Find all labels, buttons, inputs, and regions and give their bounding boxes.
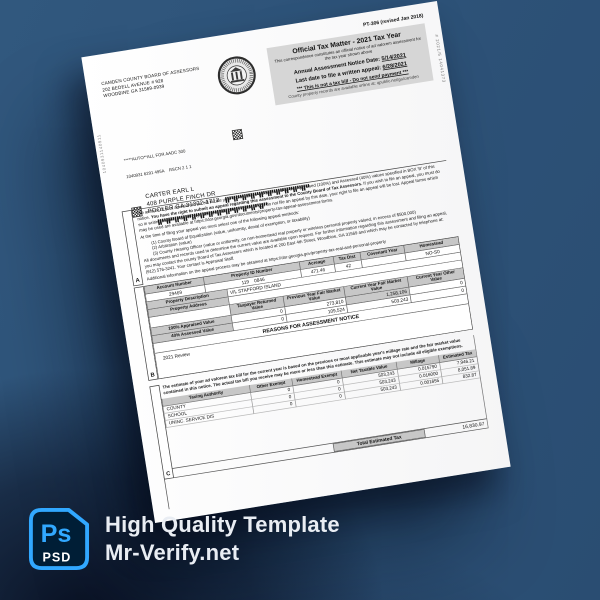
county-seal-icon	[217, 56, 256, 95]
watermark-line2: Mr-Verify.net	[105, 540, 240, 565]
right-edge-print-code: # 2021/5 14041373	[433, 34, 446, 84]
data-matrix-barcode	[232, 128, 244, 141]
watermark-line1: High Quality Template	[105, 511, 340, 537]
watermark-text: High Quality Template Mr-Verify.net	[105, 511, 340, 567]
tax-notice-document: 1040931140911 # 2021/5 14041373 PT-306 (…	[81, 1, 511, 523]
photoshop-psd-badge-icon: Ps PSD	[28, 508, 90, 570]
ps-label: Ps	[41, 520, 72, 548]
template-watermark: Ps PSD High Quality Template Mr-Verify.n…	[28, 506, 340, 572]
mail-sort-lines: *****AUTO**ALL FOR AADC 300 1040931 6291…	[123, 149, 192, 180]
document-header: CAMDEN COUNTY BOARD OF ASSESSORS 202 BED…	[100, 23, 436, 145]
left-edge-print-code: 1040931140911	[97, 133, 108, 174]
psd-label: PSD	[43, 550, 72, 564]
